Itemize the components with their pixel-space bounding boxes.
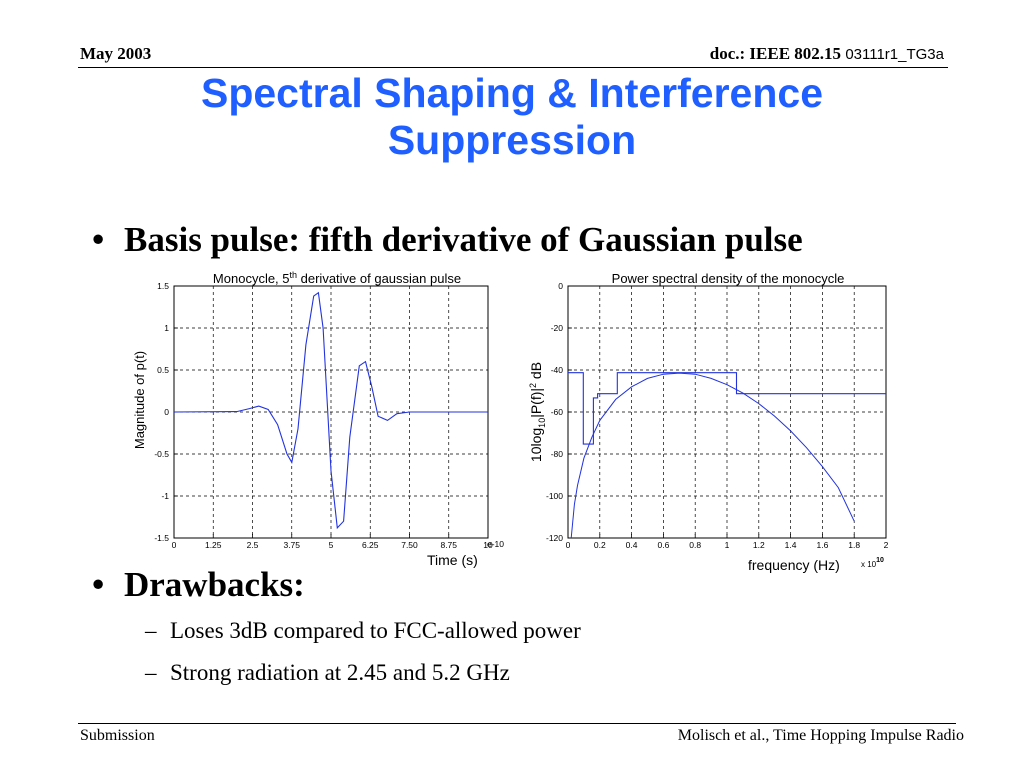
footer-left: Submission <box>80 727 155 744</box>
monocycle-chart: 0 1.25 2.5 3.75 5 6.25 7.50 8.75 10 1.5 1 0.5 0 -0.5 -… <box>132 270 504 568</box>
bullet-2-text: Drawbacks: <box>124 565 305 604</box>
x-tick-label: 1.4 <box>785 540 797 550</box>
title-line-1: Spectral Shaping & Interference <box>200 70 823 116</box>
y-tick-label: -40 <box>551 365 564 375</box>
chart1-title: Monocycle, 5th derivative of gaussian pu… <box>213 270 461 286</box>
chart2-xlabel: frequency (Hz) <box>748 557 840 573</box>
x-tick-label: 2.5 <box>247 540 259 550</box>
y-tick-label: -60 <box>551 407 564 417</box>
bullet-dot: • <box>92 220 105 259</box>
slide-title: Spectral Shaping & Interference Suppress… <box>100 70 924 164</box>
x-tick-label: 0.6 <box>657 540 669 550</box>
chart2-x-multiplier: x 1010 <box>861 557 884 569</box>
subitem-2: – Strong radiation at 2.45 and 5.2 GHz <box>145 660 510 686</box>
x-tick-label: 1.6 <box>816 540 828 550</box>
y-tick-label: -80 <box>551 449 564 459</box>
y-tick-label: 0.5 <box>157 365 169 375</box>
subitem-1: – Loses 3dB compared to FCC-allowed power <box>145 618 581 644</box>
dash-marker: – <box>145 660 157 685</box>
x-tick-label: 0 <box>566 540 571 550</box>
x-tick-label: 3.75 <box>283 540 300 550</box>
x-tick-label: 0.8 <box>689 540 701 550</box>
header-doc: doc.: IEEE 802.15 03111r1_TG3a <box>710 44 944 64</box>
y-tick-label: -20 <box>551 323 564 333</box>
x-tick-label: 7.50 <box>401 540 418 550</box>
header-rule <box>78 67 948 68</box>
x-tick-label: 2 <box>884 540 889 550</box>
bullet-dot: • <box>92 565 105 604</box>
chart1-x-exponent: e-10 <box>487 539 504 549</box>
y-tick-label: -120 <box>546 533 563 543</box>
bullet-1-text: Basis pulse: fifth derivative of Gaussia… <box>124 220 803 259</box>
chart1-tick-labels: 0 1.25 2.5 3.75 5 6.25 7.50 8.75 10 1.5 1 0.5 0 -0.5 -… <box>154 281 493 550</box>
bullet-1: • Basis pulse: fifth derivative of Gaussi… <box>92 220 803 260</box>
y-tick-label: -0.5 <box>154 449 169 459</box>
footer-rule <box>78 723 956 724</box>
x-tick-label: 5 <box>329 540 334 550</box>
y-tick-label: 0 <box>164 407 169 417</box>
x-tick-label: 6.25 <box>362 540 379 550</box>
x-tick-label: 1.25 <box>205 540 222 550</box>
subitem-2-text: Strong radiation at 2.45 and 5.2 GHz <box>170 660 510 685</box>
chart1-xlabel: Time (s) <box>427 552 478 568</box>
chart2-tick-labels: 0 0.2 0.4 0.6 0.8 1 1.2 1.4 1.6 1.8 2 0 -20 -40 -60 -80… <box>546 281 889 550</box>
x-tick-label: 8.75 <box>440 540 457 550</box>
x-tick-label: 1.8 <box>848 540 860 550</box>
doc-prefix: doc.: IEEE 802.15 <box>709 44 842 63</box>
x-tick-label: 1.2 <box>753 540 765 550</box>
y-tick-label: 1.5 <box>157 281 169 291</box>
y-tick-label: -100 <box>546 491 563 501</box>
y-tick-label: 0 <box>558 281 563 291</box>
header-date: May 2003 <box>80 44 152 63</box>
dash-marker: – <box>145 618 157 643</box>
chart2-title: Power spectral density of the monocycle <box>612 271 845 286</box>
psd-chart: 0 0.2 0.4 0.6 0.8 1 1.2 1.4 1.6 1.8 2 0 -20 -40 -60 -80… <box>528 271 889 573</box>
chart2-mask-line <box>568 372 886 445</box>
chart2-grid <box>567 285 887 539</box>
x-tick-label: 1 <box>725 540 730 550</box>
chart1-ylabel: Magnitude of p(t) <box>132 351 147 449</box>
x-tick-label: 0 <box>172 540 177 550</box>
subitem-1-text: Loses 3dB compared to FCC-allowed power <box>170 618 581 643</box>
y-tick-label: -1.5 <box>154 533 169 543</box>
y-tick-label: -1 <box>161 491 169 501</box>
doc-id: 03111r1_TG3a <box>845 46 944 63</box>
chart2-ylabel: 10log10|P(f)|2 dB <box>528 362 547 462</box>
x-tick-label: 0.4 <box>626 540 638 550</box>
bullet-2: • Drawbacks: <box>92 565 305 605</box>
footer-right: Molisch et al., Time Hopping Impulse Rad… <box>677 727 964 744</box>
chart1-pulse-line <box>173 291 488 530</box>
y-tick-label: 1 <box>164 323 169 333</box>
chart2-psd-line <box>570 372 855 539</box>
x-tick-label: 10 <box>483 540 493 550</box>
x-tick-label: 0.2 <box>594 540 606 550</box>
title-line-2: Suppression <box>387 117 637 163</box>
